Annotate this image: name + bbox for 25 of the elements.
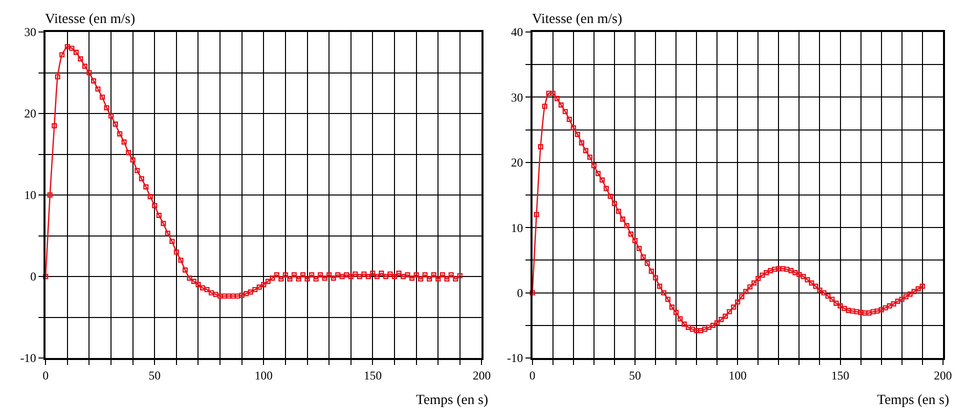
- x-tick-label: 100: [728, 368, 747, 382]
- x-tick-label: 200: [934, 368, 952, 382]
- y-tick-label: -10: [506, 351, 523, 366]
- y-tick-label: 20: [510, 156, 523, 170]
- y-axis-title: Vitesse (en m/s): [45, 12, 136, 27]
- x-tick-label: 0: [42, 368, 49, 382]
- y-tick-label: 10: [510, 220, 523, 235]
- y-tick-label: 10: [24, 188, 36, 202]
- x-tick-label: 50: [629, 368, 641, 382]
- y-tick-label: 30: [510, 90, 523, 104]
- x-tick-label: 0: [529, 368, 536, 382]
- y-axis-title: Vitesse (en m/s): [532, 12, 622, 27]
- y-tick-label: 0: [516, 286, 523, 300]
- x-axis-title: Temps (en s): [416, 393, 488, 408]
- y-tick-label: -10: [20, 351, 36, 366]
- x-tick-label: 100: [254, 368, 273, 382]
- x-tick-label: 150: [364, 368, 382, 382]
- x-tick-label: 150: [831, 368, 850, 382]
- x-tick-label: 200: [472, 368, 491, 382]
- x-tick-label: 50: [148, 368, 161, 382]
- y-tick-label: 40: [510, 25, 523, 40]
- y-tick-label: 30: [24, 25, 36, 40]
- y-tick-label: 0: [30, 270, 36, 284]
- x-axis-title: Temps (en s): [877, 393, 950, 408]
- y-tick-label: 20: [24, 106, 36, 121]
